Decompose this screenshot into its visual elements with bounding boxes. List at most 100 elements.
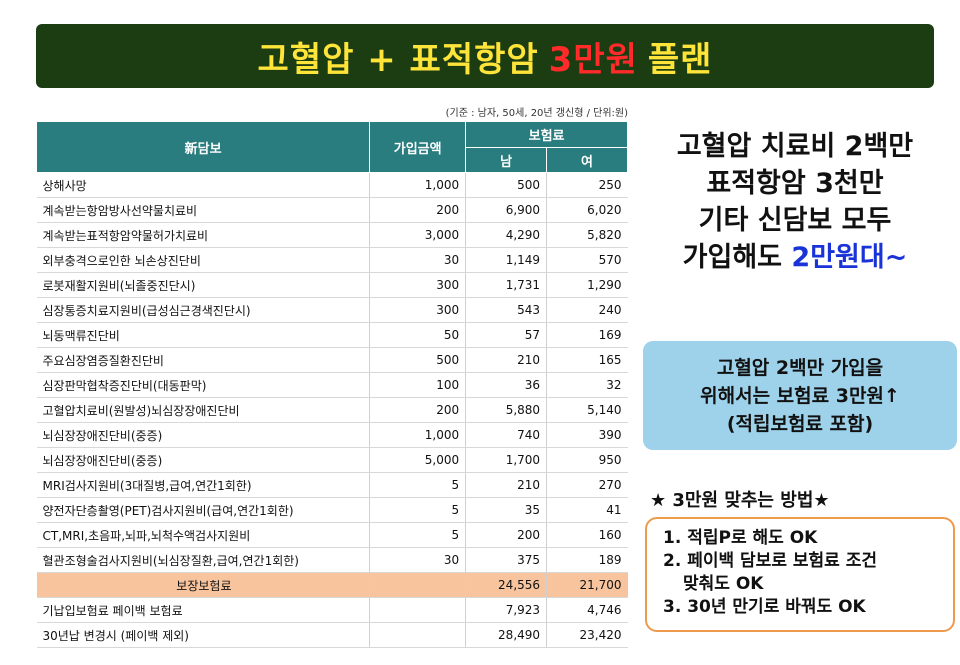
title-banner: 고혈압 + 표적항암 3만원 플랜 [36, 24, 934, 88]
title-part1: 고혈압 + 표적항암 [257, 39, 539, 80]
cell-male: 5,880 [465, 397, 548, 423]
cell-name: 계속받는표적항암약물허가치료비 [36, 222, 371, 248]
cell-amount: 300 [369, 297, 467, 323]
table-row: 기납입보험료 페이백 보험료 7,923 4,746 [36, 597, 628, 623]
table-row: 고혈압치료비(원발성)뇌심장장애진단비 200 5,880 5,140 [36, 397, 628, 423]
cell-female: 4,746 [546, 597, 628, 623]
cell-male: 6,900 [465, 197, 548, 223]
condition-line3: (적립보험료 포함) [726, 412, 874, 435]
cell-male: 200 [465, 522, 548, 548]
basis-note: (기준 : 남자, 50세, 20년 갱신형 / 단위:원) [445, 108, 628, 119]
cell-amount: 300 [369, 272, 467, 298]
header-male: 남 [465, 147, 548, 173]
headline-line2: 표적항암 3천만 [706, 168, 884, 199]
cell-male: 1,700 [465, 447, 548, 473]
cell-name: 뇌심장장애진단비(중증) [36, 422, 371, 448]
title-price: 3만원 [548, 39, 638, 80]
method-2: 2. 페이백 담보로 보험료 조건 [663, 551, 878, 571]
cell-male: 1,149 [465, 247, 548, 273]
cell-amount: 5,000 [369, 447, 467, 473]
header-female: 여 [546, 147, 628, 173]
table-row: 심장판막협착증진단비(대동판막) 100 36 32 [36, 372, 628, 398]
table-row: 외부충격으로인한 뇌손상진단비 30 1,149 570 [36, 247, 628, 273]
cell-female: 240 [546, 297, 628, 323]
premium-condition-box: 고혈압 2백만 가입을 위해서는 보험료 3만원↑ (적립보험료 포함) [643, 341, 957, 450]
cell-female: 1,290 [546, 272, 628, 298]
cell-female: 6,020 [546, 197, 628, 223]
cell-amount: 3,000 [369, 222, 467, 248]
cell-male: 740 [465, 422, 548, 448]
header-premium: 보험료 [465, 121, 628, 148]
headline-line4a: 가입해도 [682, 242, 783, 273]
cell-amount: 500 [369, 347, 467, 373]
cell-name: 상해사망 [36, 172, 371, 198]
cell-female: 390 [546, 422, 628, 448]
cell-amount [369, 622, 467, 648]
table-row: 계속받는표적항암약물허가치료비 3,000 4,290 5,820 [36, 222, 628, 248]
cell-name: 고혈압치료비(원발성)뇌심장장애진단비 [36, 397, 371, 423]
cell-amount: 1,000 [369, 422, 467, 448]
cell-female: 169 [546, 322, 628, 348]
cell-amount [369, 597, 467, 623]
cell-name: 혈관조형술검사지원비(뇌심장질환,급여,연간1회한) [36, 547, 371, 573]
cell-male: 375 [465, 547, 548, 573]
table-row: 심장통증치료지원비(급성심근경색진단시) 300 543 240 [36, 297, 628, 323]
cell-name: 뇌동맥류진단비 [36, 322, 371, 348]
headline-line3: 기타 신담보 모두 [698, 205, 892, 236]
cell-male: 1,731 [465, 272, 548, 298]
table-row: 양전자단층촬영(PET)검사지원비(급여,연간1회한) 5 35 41 [36, 497, 628, 523]
cell-female: 189 [546, 547, 628, 573]
cell-amount: 50 [369, 322, 467, 348]
cell-female: 5,820 [546, 222, 628, 248]
cell-male: 210 [465, 347, 548, 373]
cell-male: 24,556 [465, 572, 548, 598]
table-row: MRI검사지원비(3대질병,급여,연간1회한) 5 210 270 [36, 472, 628, 498]
cell-male: 210 [465, 472, 548, 498]
cell-amount: 5 [369, 497, 467, 523]
coverage-table: 新담보 가입금액 보험료 남 여 상해사망 1,000 500 250 계속받는항암방사… [35, 121, 628, 648]
headline-line1: 고혈압 치료비 2백만 [676, 131, 914, 162]
cell-amount: 5 [369, 472, 467, 498]
cell-name: 주요심장염증질환진단비 [36, 347, 371, 373]
cell-male: 35 [465, 497, 548, 523]
cell-male: 7,923 [465, 597, 548, 623]
cell-name: 외부충격으로인한 뇌손상진단비 [36, 247, 371, 273]
condition-line2: 위해서는 보험료 3만원↑ [700, 384, 900, 407]
table-row: 보장보험료 24,556 21,700 [36, 572, 628, 598]
cell-amount: 30 [369, 547, 467, 573]
header-coverage: 新담보 [35, 121, 371, 173]
cell-male: 57 [465, 322, 548, 348]
cell-female: 165 [546, 347, 628, 373]
cell-female: 5,140 [546, 397, 628, 423]
table-row: 뇌동맥류진단비 50 57 169 [36, 322, 628, 348]
cell-name: CT,MRI,초음파,뇌파,뇌척수액검사지원비 [36, 522, 371, 548]
cell-amount: 1,000 [369, 172, 467, 198]
table-row: 뇌심장장애진단비(중증) 5,000 1,700 950 [36, 447, 628, 473]
cell-male: 36 [465, 372, 548, 398]
cell-female: 21,700 [546, 572, 628, 598]
cell-female: 570 [546, 247, 628, 273]
method-3: 3. 30년 만기로 바꿔도 OK [663, 597, 866, 617]
cell-name: 기납입보험료 페이백 보험료 [36, 597, 371, 623]
cell-female: 23,420 [546, 622, 628, 648]
table-row: 상해사망 1,000 500 250 [36, 172, 628, 198]
cell-female: 270 [546, 472, 628, 498]
header-amount: 가입금액 [369, 121, 467, 173]
cell-male: 543 [465, 297, 548, 323]
cell-female: 950 [546, 447, 628, 473]
table-row: 30년납 변경시 (페이백 제외) 28,490 23,420 [36, 622, 628, 648]
title-part3: 플랜 [647, 39, 713, 80]
cell-name: 30년납 변경시 (페이백 제외) [36, 622, 371, 648]
cell-name: 뇌심장장애진단비(중증) [36, 447, 371, 473]
cell-amount: 100 [369, 372, 467, 398]
cell-female: 160 [546, 522, 628, 548]
cell-name: MRI검사지원비(3대질병,급여,연간1회한) [36, 472, 371, 498]
cell-name: 심장판막협착증진단비(대동판막) [36, 372, 371, 398]
cell-male: 500 [465, 172, 548, 198]
cell-name: 양전자단층촬영(PET)검사지원비(급여,연간1회한) [36, 497, 371, 523]
methods-box: 1. 적립P로 해도 OK 2. 페이백 담보로 보험료 조건 맞춰도 OK 3… [645, 517, 955, 632]
table-row: 뇌심장장애진단비(중증) 1,000 740 390 [36, 422, 628, 448]
cell-amount [369, 572, 467, 598]
headline-price: 2만원대~ [791, 242, 908, 273]
condition-line1: 고혈압 2백만 가입을 [716, 356, 884, 379]
